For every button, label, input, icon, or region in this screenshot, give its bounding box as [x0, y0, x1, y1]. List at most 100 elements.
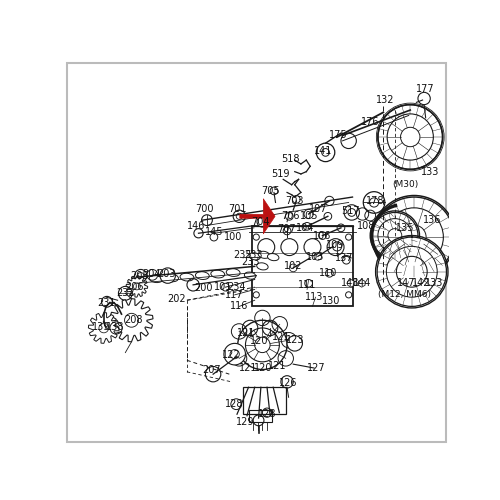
Ellipse shape: [268, 254, 279, 260]
Text: 133: 133: [425, 278, 444, 288]
Text: 701: 701: [228, 204, 246, 214]
Text: 704: 704: [251, 216, 270, 226]
Text: 235: 235: [233, 250, 252, 260]
Circle shape: [386, 246, 437, 297]
Text: 135: 135: [396, 223, 414, 233]
Circle shape: [377, 237, 446, 306]
Text: 141: 141: [314, 146, 332, 156]
Ellipse shape: [196, 272, 209, 280]
Text: 121: 121: [237, 328, 256, 338]
Text: 707: 707: [277, 224, 295, 234]
Text: 700: 700: [196, 204, 214, 214]
Text: 121: 121: [272, 332, 291, 342]
Text: 148: 148: [341, 278, 359, 288]
Text: 136: 136: [422, 215, 441, 225]
Text: 120: 120: [254, 363, 272, 373]
Text: 128: 128: [258, 409, 276, 419]
Text: (M12, MM6): (M12, MM6): [378, 290, 432, 300]
Text: 130: 130: [322, 296, 340, 306]
Text: 126: 126: [278, 378, 297, 388]
Ellipse shape: [180, 274, 194, 281]
Text: 142: 142: [412, 278, 430, 288]
Circle shape: [396, 256, 427, 287]
Bar: [248, 410, 272, 422]
Text: 208: 208: [124, 316, 142, 326]
Text: 122: 122: [222, 350, 240, 360]
Text: 204: 204: [142, 269, 161, 279]
Text: 127: 127: [307, 363, 326, 373]
Text: 104: 104: [296, 223, 314, 233]
Text: 234: 234: [227, 282, 246, 292]
Circle shape: [246, 328, 280, 362]
Text: 117: 117: [226, 290, 244, 300]
Text: 205: 205: [130, 270, 148, 280]
Text: 100: 100: [224, 232, 242, 242]
Text: 146: 146: [187, 220, 206, 230]
Polygon shape: [110, 298, 153, 342]
Text: 145: 145: [204, 228, 223, 237]
Ellipse shape: [164, 274, 178, 282]
Text: 138: 138: [106, 322, 124, 332]
Ellipse shape: [149, 275, 163, 282]
Text: 120: 120: [250, 336, 268, 346]
Circle shape: [160, 268, 176, 283]
Text: 129: 129: [236, 417, 255, 427]
Polygon shape: [348, 280, 354, 287]
Text: 132: 132: [376, 95, 395, 105]
Polygon shape: [88, 312, 119, 344]
Text: 200: 200: [194, 283, 213, 293]
Circle shape: [378, 104, 442, 170]
Text: 105: 105: [300, 210, 318, 220]
Bar: [252, 226, 352, 306]
Text: 121: 121: [240, 363, 258, 373]
Text: 175: 175: [328, 130, 347, 140]
Circle shape: [257, 216, 268, 227]
Text: 202: 202: [168, 294, 186, 304]
Text: 178: 178: [366, 196, 384, 206]
Text: 233: 233: [244, 250, 262, 260]
Text: 706: 706: [282, 212, 300, 222]
Text: 109: 109: [326, 240, 344, 250]
Text: 703: 703: [286, 196, 304, 206]
Text: 139: 139: [92, 322, 110, 332]
Text: 102: 102: [284, 262, 302, 272]
Text: 101: 101: [214, 282, 233, 292]
Polygon shape: [358, 280, 365, 287]
Text: 519: 519: [272, 169, 290, 179]
Circle shape: [387, 114, 434, 160]
Text: 111: 111: [298, 280, 316, 290]
Text: 137: 137: [335, 253, 353, 263]
Circle shape: [374, 197, 454, 277]
Bar: [243, 387, 286, 414]
Text: 121: 121: [268, 362, 286, 372]
Text: 113: 113: [305, 292, 323, 302]
Ellipse shape: [256, 263, 268, 270]
Text: 518: 518: [282, 154, 300, 164]
Text: 203: 203: [157, 269, 176, 279]
Circle shape: [385, 208, 444, 266]
Text: (M30): (M30): [392, 180, 419, 189]
Ellipse shape: [211, 270, 224, 278]
Polygon shape: [126, 276, 148, 297]
Text: 133: 133: [421, 166, 440, 176]
Text: 206: 206: [126, 282, 144, 292]
Text: 232: 232: [116, 288, 134, 298]
Text: 176: 176: [361, 116, 380, 126]
Text: 231: 231: [97, 298, 116, 308]
Text: 116: 116: [230, 302, 248, 312]
Text: 147: 147: [397, 278, 415, 288]
Ellipse shape: [258, 252, 270, 258]
Ellipse shape: [249, 253, 260, 260]
Text: 705: 705: [261, 186, 280, 196]
Text: 144: 144: [352, 278, 371, 288]
Circle shape: [238, 320, 287, 370]
Ellipse shape: [244, 272, 256, 279]
Text: 108: 108: [357, 222, 376, 232]
Circle shape: [378, 218, 412, 252]
Text: 106: 106: [314, 230, 332, 240]
Circle shape: [134, 270, 147, 282]
Text: 107: 107: [308, 204, 327, 214]
Text: 103: 103: [306, 252, 324, 262]
Circle shape: [372, 212, 418, 258]
Text: 128: 128: [226, 399, 244, 409]
